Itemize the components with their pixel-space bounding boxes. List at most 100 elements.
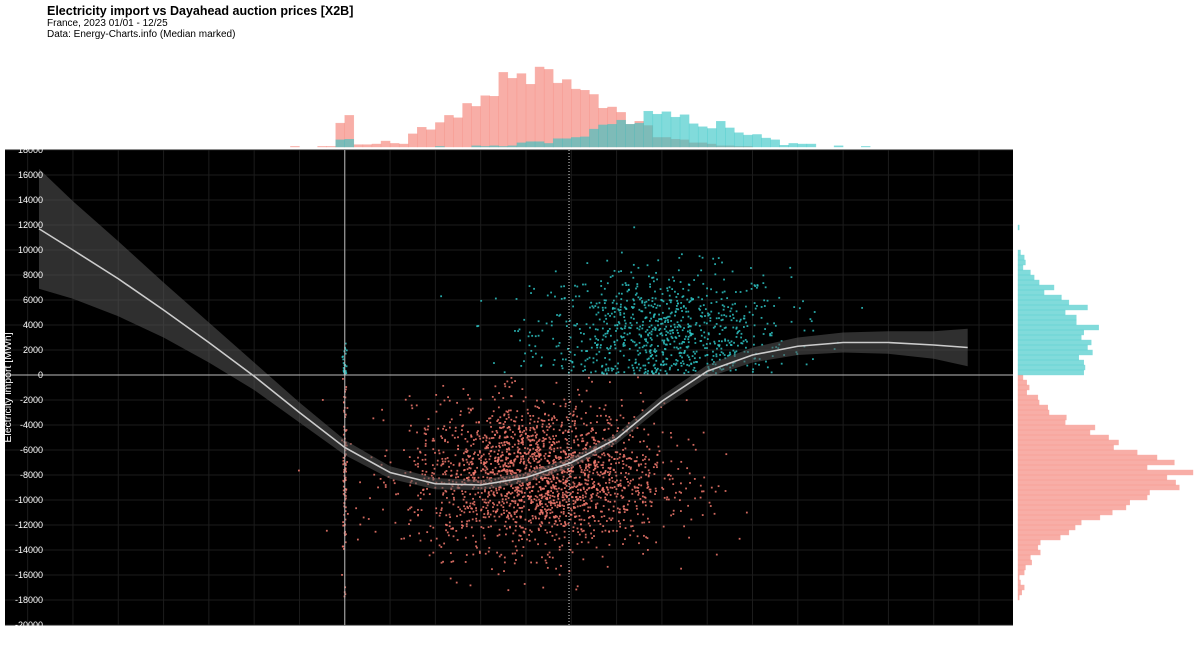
import-point (638, 363, 640, 366)
export-point (519, 451, 522, 454)
export-point (678, 499, 681, 502)
import-point (681, 296, 684, 298)
import-point (342, 358, 345, 361)
import-point (683, 372, 686, 375)
export-point (558, 548, 561, 551)
import-point (704, 354, 707, 357)
import-point (678, 352, 681, 355)
export-point (493, 503, 496, 506)
export-point (512, 487, 514, 490)
export-point (442, 492, 445, 495)
import-point (584, 359, 587, 362)
import-right-bar (1017, 264, 1024, 271)
export-right-bar (1017, 589, 1022, 596)
import-point (653, 326, 656, 329)
export-point (646, 487, 649, 489)
export-point (442, 384, 445, 387)
export-point (562, 450, 565, 453)
import-point (638, 346, 641, 349)
export-point (513, 496, 516, 499)
export-point (522, 496, 524, 498)
export-point (355, 507, 358, 510)
export-point (362, 516, 365, 519)
import-point (753, 324, 756, 327)
export-point (717, 485, 720, 488)
import-point (658, 313, 660, 316)
export-point (482, 440, 484, 443)
export-point (538, 407, 540, 409)
import-point (597, 306, 600, 309)
export-point (500, 494, 503, 497)
export-point (602, 476, 605, 479)
x-tick-label: 240 (881, 630, 896, 640)
import-point (695, 322, 698, 324)
import-point (635, 292, 638, 295)
x-tick-label: 160 (700, 630, 715, 640)
export-point (515, 525, 517, 528)
import-point (735, 327, 738, 330)
export-point (573, 439, 575, 442)
import-point (677, 308, 680, 311)
export-point (641, 471, 644, 474)
export-point (648, 488, 651, 491)
export-point (560, 425, 563, 428)
import-point (616, 324, 619, 326)
import-point (646, 341, 649, 344)
export-point (623, 487, 626, 490)
export-point (572, 452, 574, 454)
export-point (517, 442, 520, 445)
export-right-bar (1017, 409, 1050, 416)
export-point (531, 486, 534, 489)
import-point (514, 330, 516, 332)
export-point (597, 495, 600, 498)
import-point (732, 313, 734, 316)
export-point (567, 430, 570, 433)
export-point (581, 460, 584, 463)
export-point (438, 452, 441, 455)
export-point (484, 490, 486, 493)
import-point (687, 315, 690, 318)
export-point (453, 489, 456, 492)
import-point (627, 284, 630, 286)
export-point (403, 449, 405, 451)
export-point (656, 454, 659, 456)
import-point (590, 301, 593, 304)
export-point (666, 496, 669, 499)
export-point (408, 429, 411, 432)
export-point (488, 458, 491, 461)
export-point (520, 455, 523, 458)
export-point (530, 530, 533, 533)
import-point (603, 299, 606, 302)
export-point (487, 501, 490, 504)
export-point (606, 493, 609, 496)
export-point (344, 593, 347, 596)
export-point (521, 506, 524, 509)
export-point (535, 517, 537, 520)
export-point (670, 514, 672, 517)
import-point (558, 342, 561, 344)
export-point (588, 516, 591, 519)
export-point (561, 544, 564, 547)
import-point (672, 331, 674, 334)
export-point (564, 479, 567, 482)
import-right-bar (1017, 274, 1035, 281)
import-point (698, 307, 700, 310)
import-point (674, 336, 677, 339)
export-point (478, 450, 481, 453)
export-point (530, 444, 533, 446)
export-point (614, 471, 617, 474)
export-point (432, 551, 435, 554)
export-point (583, 519, 586, 522)
import-point (669, 329, 671, 332)
export-point (506, 380, 509, 383)
export-point (650, 501, 653, 504)
export-point (577, 531, 580, 533)
export-point (632, 478, 634, 481)
export-point (576, 505, 579, 508)
import-point (681, 310, 683, 312)
export-point (619, 482, 622, 485)
x-tick-label: -120 (64, 630, 82, 640)
import-point (563, 285, 565, 288)
export-point (545, 510, 547, 513)
export-point (515, 549, 518, 552)
